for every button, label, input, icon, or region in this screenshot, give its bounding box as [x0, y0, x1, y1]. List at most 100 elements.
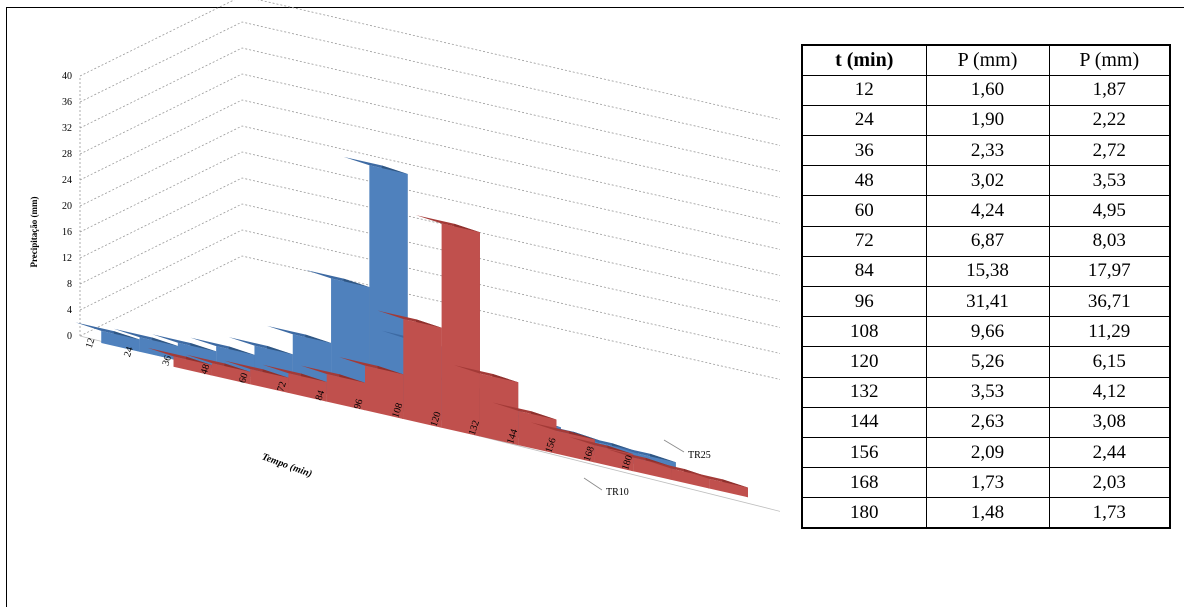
y-tick-label: 4 [67, 305, 72, 316]
gridline [79, 125, 780, 250]
cell-p-tr25: 11,29 [1048, 316, 1171, 348]
bar-tr10 [671, 468, 710, 489]
cell-p-tr25: 8,03 [1048, 225, 1171, 257]
gridline [79, 203, 780, 328]
bar-tr10 [403, 319, 442, 428]
y-tick-label: 24 [62, 175, 72, 186]
bar-tr10 [288, 373, 327, 402]
gridline [79, 99, 780, 224]
x-tick-label: 144 [505, 428, 520, 446]
gridline [79, 21, 780, 146]
cell-p-tr10: 2,63 [925, 406, 1050, 438]
chart-gridlines [79, 0, 780, 512]
series-label-tr25: TR25 [688, 450, 711, 461]
gridline [79, 0, 780, 120]
bar-tr10 [594, 445, 634, 472]
series-leader-tr10 [583, 477, 603, 491]
x-tick-label: 108 [390, 402, 405, 420]
cell-time: 180 [801, 497, 927, 529]
table-row: 36 2,33 2,72 [801, 135, 1171, 167]
table-row: 48 3,02 3,53 [801, 165, 1171, 197]
bar-tr10 [709, 478, 748, 498]
header-p-tr10: P (mm) [925, 44, 1050, 76]
cell-p-tr25: 3,53 [1048, 165, 1171, 197]
bar-tr10 [211, 363, 251, 385]
bar-tr25 [369, 165, 408, 413]
cell-p-tr10: 6,87 [925, 225, 1050, 257]
cell-p-tr10: 9,66 [925, 316, 1050, 348]
table-header-row: t (min) P (mm) P (mm) [801, 44, 1171, 76]
x-tick-label: 156 [543, 436, 558, 454]
cell-p-tr10: 5,26 [925, 346, 1050, 378]
x-tick-label: 12 [84, 337, 98, 350]
cell-p-tr25: 36,71 [1048, 285, 1171, 318]
series-labels: TR25 TR10 [583, 439, 711, 498]
x-tick-label: 180 [620, 454, 635, 472]
cell-time: 72 [801, 225, 927, 257]
table-row: 60 4,24 4,95 [801, 195, 1171, 227]
x-tick-label: 120 [429, 410, 444, 428]
gridline [79, 151, 780, 276]
table-row: 180 1,48 1,73 [801, 497, 1171, 529]
cell-p-tr25: 1,73 [1048, 497, 1171, 529]
table-row: 120 5,26 6,15 [801, 346, 1171, 378]
gridline [79, 177, 780, 302]
y-axis-ticks: 0 4 8 12 16 20 24 28 32 36 40 [62, 71, 72, 342]
cell-p-tr25: 3,08 [1048, 406, 1171, 438]
bar-tr10 [365, 365, 404, 419]
bar-tr10 [441, 223, 480, 437]
cell-time: 144 [801, 406, 927, 438]
y-tick-label: 20 [62, 201, 72, 212]
table-row: 12 1,60 1,87 [801, 74, 1171, 106]
y-tick-label: 36 [62, 97, 72, 108]
cell-p-tr10: 3,02 [925, 165, 1050, 197]
table-row: 72 6,87 8,03 [801, 225, 1171, 257]
cell-time: 132 [801, 376, 927, 408]
cell-p-tr25: 2,03 [1048, 467, 1171, 499]
cell-p-tr10: 4,24 [925, 195, 1050, 227]
cell-p-tr25: 6,15 [1048, 346, 1171, 378]
header-time: t (min) [801, 44, 927, 76]
bar-tr10 [250, 369, 289, 393]
x-tick-label: 72 [275, 380, 289, 393]
bar-tr10 [326, 374, 365, 411]
y-tick-label: 32 [62, 123, 72, 134]
figure-frame [6, 7, 1184, 607]
cell-time: 60 [801, 195, 927, 227]
cell-p-tr25: 2,22 [1048, 104, 1171, 137]
bar-tr10 [518, 410, 557, 454]
cell-p-tr10: 15,38 [925, 255, 1050, 288]
x-tick-label: 132 [467, 419, 482, 437]
cell-p-tr10: 1,73 [925, 467, 1050, 499]
gridline [79, 73, 780, 198]
gridline [79, 229, 780, 354]
table-row: 144 2,63 3,08 [801, 406, 1171, 438]
bar-tr10 [633, 457, 672, 480]
x-axis-ticks: 12 24 36 48 60 72 84 96 108 120 132 144 156 168 180 [84, 337, 635, 472]
x-tick-label: 36 [160, 354, 174, 367]
x-tick-label: 48 [199, 363, 213, 376]
cell-time: 84 [801, 255, 927, 288]
table-row: 156 2,09 2,44 [801, 436, 1171, 469]
y-tick-label: 16 [62, 227, 72, 238]
cell-p-tr10: 3,53 [925, 376, 1050, 408]
x-tick-label: 24 [122, 346, 136, 359]
x-tick-label: 60 [237, 372, 251, 385]
series-label-tr10: TR10 [606, 487, 629, 498]
cell-time: 168 [801, 467, 927, 499]
x-tick-label: 168 [582, 445, 597, 463]
gridline [79, 255, 780, 380]
cell-p-tr25: 4,12 [1048, 376, 1171, 408]
table-row: 84 15,38 17,97 [801, 255, 1171, 288]
cell-p-tr25: 2,72 [1048, 135, 1171, 167]
cell-time: 48 [801, 165, 927, 197]
bar-tr25 [101, 330, 140, 352]
y-tick-label: 8 [67, 279, 72, 290]
y-tick-label: 12 [62, 253, 72, 264]
cell-p-tr25: 17,97 [1048, 255, 1171, 288]
table-row: 108 9,66 11,29 [801, 316, 1171, 348]
cell-time: 120 [801, 346, 927, 378]
y-tick-label: 0 [67, 331, 72, 342]
bar-tr10 [173, 356, 212, 376]
